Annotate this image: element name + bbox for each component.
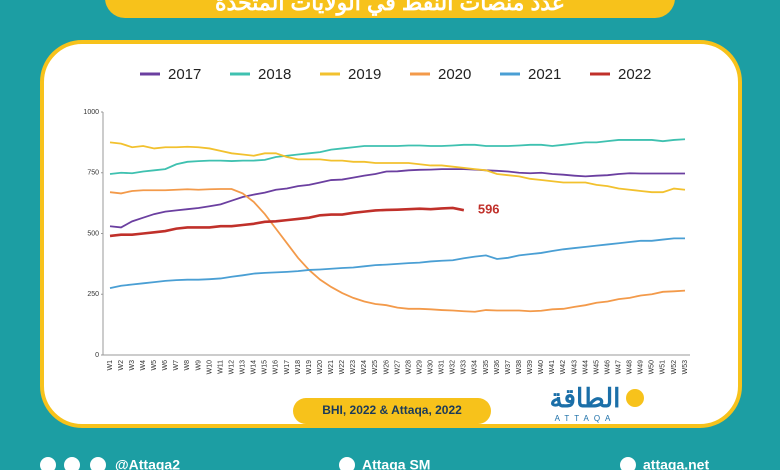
x-tick-label: W53 — [682, 360, 689, 375]
x-tick-label: W22 — [339, 360, 346, 375]
x-tick-label: W8 — [184, 360, 191, 371]
chart-panel — [40, 40, 742, 428]
x-tick-label: W18 — [295, 360, 302, 375]
legend-label: 2017 — [168, 66, 201, 83]
x-tick-label: W21 — [328, 360, 335, 375]
x-tick-label: W1 — [107, 360, 114, 371]
x-tick-label: W31 — [439, 360, 446, 375]
x-tick-label: W47 — [615, 360, 622, 375]
x-tick-label: W40 — [538, 360, 545, 375]
x-tick-label: W52 — [671, 360, 678, 375]
y-tick-label: 500 — [87, 230, 99, 237]
x-tick-label: W10 — [206, 360, 213, 375]
y-tick-label: 1000 — [83, 109, 99, 116]
legend-label: 2018 — [258, 66, 291, 83]
x-tick-label: W29 — [416, 360, 423, 375]
x-tick-label: W25 — [372, 360, 379, 375]
footer-handle: Attaqa SM — [362, 457, 430, 470]
x-tick-label: W23 — [350, 360, 357, 375]
source: BHI, 2022 & Attaqa, 2022 — [322, 403, 462, 417]
x-tick-label: W16 — [273, 360, 280, 375]
x-tick-label: W44 — [582, 360, 589, 375]
x-tick-label: W32 — [450, 360, 457, 375]
series-line — [109, 206, 465, 238]
x-tick-label: W17 — [284, 360, 291, 375]
x-tick-label: W20 — [317, 360, 324, 375]
x-tick-label: W46 — [604, 360, 611, 375]
legend-label: 2022 — [618, 66, 651, 83]
x-tick-label: W41 — [549, 360, 556, 375]
x-tick-label: W24 — [361, 360, 368, 375]
x-tick-label: W9 — [195, 360, 202, 371]
y-tick-label: 750 — [87, 170, 99, 177]
legend-label: 2020 — [438, 66, 471, 83]
series-line — [109, 168, 685, 229]
x-tick-label: W39 — [527, 360, 534, 375]
title-banner — [105, 0, 675, 18]
x-tick-label: W38 — [516, 360, 523, 375]
x-tick-label: W51 — [660, 360, 667, 375]
web-icon — [620, 457, 636, 470]
x-tick-label: W26 — [383, 360, 390, 375]
series-line — [109, 141, 686, 194]
footer-url: attaqa.net — [643, 457, 709, 470]
social-icon — [339, 457, 355, 470]
y-tick-label: 250 — [87, 291, 99, 298]
logo-icon — [626, 389, 644, 407]
social-icon — [64, 457, 80, 470]
legend-label: 2019 — [348, 66, 381, 83]
x-tick-label: W45 — [593, 360, 600, 375]
x-tick-label: W37 — [505, 360, 512, 375]
x-tick-label: W14 — [251, 360, 258, 375]
x-tick-label: W33 — [461, 360, 468, 375]
x-tick-label: W43 — [571, 360, 578, 375]
x-tick-label: W19 — [306, 360, 313, 375]
x-tick-label: W11 — [217, 360, 224, 374]
x-tick-label: W42 — [560, 360, 567, 375]
x-tick-label: W34 — [472, 360, 479, 375]
x-tick-label: W6 — [162, 360, 169, 371]
x-tick-label: W4 — [140, 360, 147, 371]
data-label: 596 — [478, 202, 500, 217]
footer-handle: @Attaqa2 — [115, 457, 180, 470]
x-tick-label: W3 — [129, 360, 136, 371]
x-tick-label: W5 — [151, 360, 158, 371]
x-tick-label: W27 — [394, 360, 401, 375]
x-tick-label: W13 — [240, 360, 247, 375]
x-tick-label: W2 — [118, 360, 125, 371]
x-tick-label: W15 — [262, 360, 269, 375]
x-tick-label: W7 — [173, 360, 180, 371]
x-tick-label: W28 — [405, 360, 412, 375]
series-line — [109, 188, 686, 313]
x-tick-label: W35 — [483, 360, 490, 375]
x-tick-label: W36 — [494, 360, 501, 375]
series-line — [109, 237, 685, 290]
social-icon — [90, 457, 106, 470]
social-icon — [40, 457, 56, 470]
logo-latin: ATTAQA — [555, 414, 616, 423]
y-tick-label: 0 — [95, 352, 99, 359]
legend-label: 2021 — [528, 66, 561, 83]
chart-title: عدد منصات النفط في الولايات المتحدة — [215, 0, 565, 16]
source-pill — [293, 398, 491, 424]
logo: الطاقة — [550, 383, 621, 413]
x-tick-label: W48 — [627, 360, 634, 375]
x-tick-label: W12 — [228, 360, 235, 375]
x-tick-label: W30 — [428, 360, 435, 375]
x-tick-label: W50 — [649, 360, 656, 375]
series-line — [109, 138, 686, 175]
x-tick-label: W49 — [638, 360, 645, 375]
